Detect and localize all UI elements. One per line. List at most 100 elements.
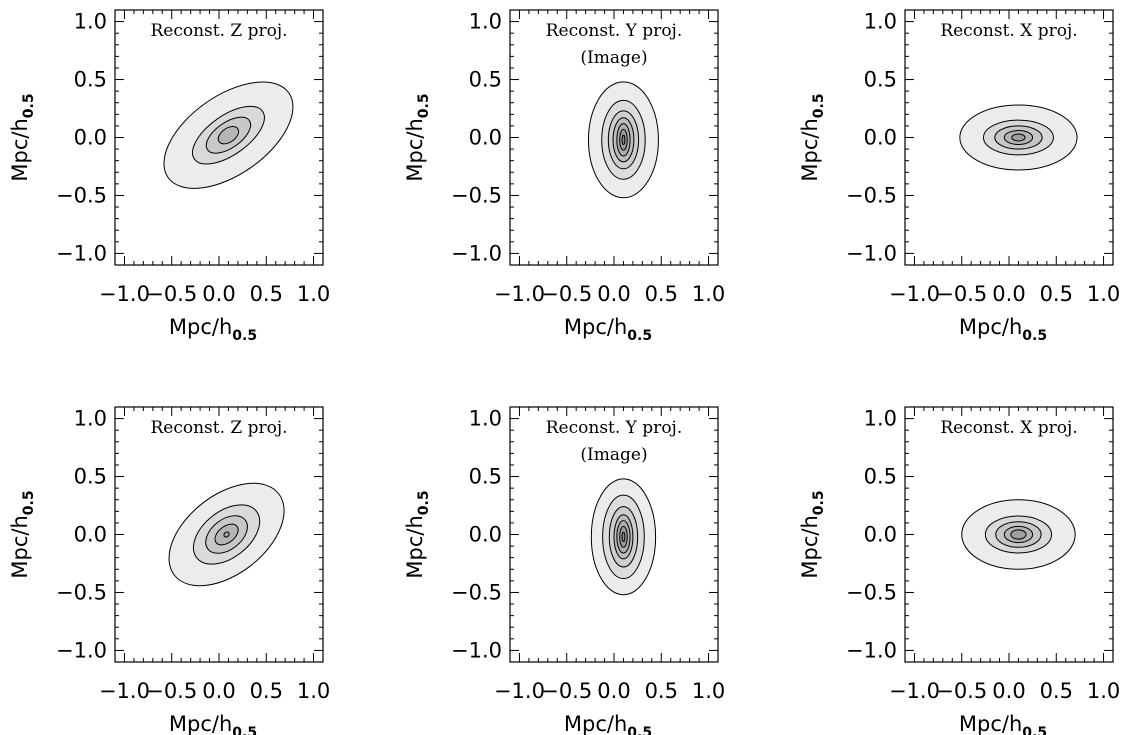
y-tick-label: 0.5 — [864, 465, 897, 489]
y-axis-label: Mpc/h0.5 — [403, 490, 432, 578]
y-axis-label: Mpc/h0.5 — [798, 93, 827, 181]
x-axis-label: Mpc/h0.5 — [564, 315, 652, 344]
contour-level-7 — [621, 134, 626, 145]
x-tick-label: −0.5 — [936, 282, 987, 306]
x-tick-label: 0.5 — [645, 679, 678, 703]
panel-title: Reconst. Y proj. — [546, 21, 682, 41]
panel-6: −1.0−1.0−0.5−0.50.00.00.50.51.01.0 Recons… — [798, 406, 1120, 735]
y-tick-label: 1.0 — [469, 407, 502, 431]
x-axis-label: Mpc/h0.5 — [959, 315, 1047, 344]
y-tick-label: −1.0 — [56, 638, 107, 662]
y-tick-label: 1.0 — [469, 10, 502, 34]
x-axis-label: Mpc/h0.5 — [959, 712, 1047, 735]
y-tick-label: −1.0 — [451, 241, 502, 265]
x-tick-label: 1.0 — [1087, 679, 1120, 703]
x-tick-label: 0.0 — [992, 282, 1025, 306]
panel-title: Reconst. X proj. — [940, 21, 1077, 41]
x-tick-label: −1.0 — [889, 679, 940, 703]
ticks — [509, 9, 719, 266]
x-tick-label: 1.0 — [692, 679, 725, 703]
x-tick-label: −0.5 — [146, 679, 197, 703]
y-tick-label: −1.0 — [451, 638, 502, 662]
ticks — [114, 9, 324, 266]
contour-levels — [163, 81, 294, 189]
panel-5: −1.0−1.0−0.5−0.50.00.00.50.51.01.0 Recons… — [403, 406, 725, 735]
x-tick-label: 1.0 — [297, 679, 330, 703]
contour-levels — [590, 478, 657, 596]
x-axis-label: Mpc/h0.5 — [169, 315, 257, 344]
ticks — [114, 406, 324, 663]
x-tick-label: −0.5 — [146, 282, 197, 306]
x-tick-label: 0.0 — [597, 282, 630, 306]
y-tick-label: 0.0 — [469, 523, 502, 547]
x-tick-label: 0.5 — [1040, 282, 1073, 306]
x-tick-label: 0.5 — [250, 679, 283, 703]
x-tick-label: 0.0 — [992, 679, 1025, 703]
panel-title: Reconst. Y proj. — [546, 418, 682, 438]
panel-subtitle: (Image) — [580, 48, 647, 68]
panel-4: −1.0−1.0−0.5−0.50.00.00.50.51.01.0 Recons… — [8, 406, 330, 735]
y-tick-label: −1.0 — [846, 638, 897, 662]
x-tick-label: 0.0 — [202, 679, 235, 703]
x-tick-label: −0.5 — [541, 679, 592, 703]
panel-title: Reconst. Z proj. — [150, 21, 287, 41]
y-tick-label: −0.5 — [56, 183, 107, 207]
y-tick-label: 1.0 — [864, 407, 897, 431]
panel-title: Reconst. Z proj. — [150, 418, 287, 438]
contour-level-5 — [1010, 529, 1027, 540]
x-tick-label: −1.0 — [99, 679, 150, 703]
y-tick-label: −1.0 — [846, 241, 897, 265]
y-tick-label: −0.5 — [56, 580, 107, 604]
panel-title: Reconst. X proj. — [940, 418, 1077, 438]
panel-1: −1.0−1.0−0.5−0.50.00.00.50.51.01.0 Recons… — [8, 9, 330, 344]
y-tick-label: 0.5 — [74, 465, 107, 489]
x-tick-label: −1.0 — [494, 282, 545, 306]
x-tick-label: 0.5 — [645, 282, 678, 306]
y-tick-label: −0.5 — [846, 580, 897, 604]
ticks — [904, 406, 1114, 663]
contour-level-5 — [223, 531, 230, 538]
y-tick-label: 0.5 — [864, 68, 897, 92]
x-tick-label: −1.0 — [889, 282, 940, 306]
y-tick-label: 0.0 — [469, 126, 502, 150]
y-tick-label: 1.0 — [74, 407, 107, 431]
x-tick-label: 1.0 — [692, 282, 725, 306]
ticks — [509, 406, 719, 663]
y-axis-label: Mpc/h0.5 — [798, 490, 827, 578]
y-axis-label: Mpc/h0.5 — [8, 93, 37, 181]
x-tick-label: 0.0 — [202, 282, 235, 306]
x-tick-label: 1.0 — [1087, 282, 1120, 306]
x-tick-label: 0.5 — [250, 282, 283, 306]
y-tick-label: 0.5 — [469, 465, 502, 489]
contour-levels — [168, 482, 285, 587]
panel-2: −1.0−1.0−0.5−0.50.00.00.50.51.01.0 Recons… — [403, 9, 725, 344]
y-axis-label: Mpc/h0.5 — [8, 490, 37, 578]
y-tick-label: 0.0 — [74, 523, 107, 547]
x-axis-label: Mpc/h0.5 — [169, 712, 257, 735]
contour-levels — [959, 104, 1078, 171]
y-tick-label: −0.5 — [451, 183, 502, 207]
x-tick-label: 1.0 — [297, 282, 330, 306]
y-tick-label: 1.0 — [74, 10, 107, 34]
x-tick-label: 0.5 — [1040, 679, 1073, 703]
y-tick-label: 0.5 — [469, 68, 502, 92]
y-tick-label: −1.0 — [56, 241, 107, 265]
ticks — [904, 9, 1114, 266]
y-tick-label: 0.0 — [864, 126, 897, 150]
y-tick-label: 0.0 — [74, 126, 107, 150]
panel-subtitle: (Image) — [580, 445, 647, 465]
y-tick-label: −0.5 — [846, 183, 897, 207]
x-tick-label: −0.5 — [541, 282, 592, 306]
contour-level-7 — [621, 531, 626, 542]
x-axis-label: Mpc/h0.5 — [564, 712, 652, 735]
contour-level-5 — [1011, 133, 1026, 142]
panel-3: −1.0−1.0−0.5−0.50.00.00.50.51.01.0 Recons… — [798, 9, 1120, 344]
x-tick-label: −1.0 — [99, 282, 150, 306]
x-tick-label: −1.0 — [494, 679, 545, 703]
x-tick-label: 0.0 — [597, 679, 630, 703]
contour-levels — [587, 81, 659, 199]
y-tick-label: −0.5 — [451, 580, 502, 604]
x-tick-label: −0.5 — [936, 679, 987, 703]
y-tick-label: 0.5 — [74, 68, 107, 92]
